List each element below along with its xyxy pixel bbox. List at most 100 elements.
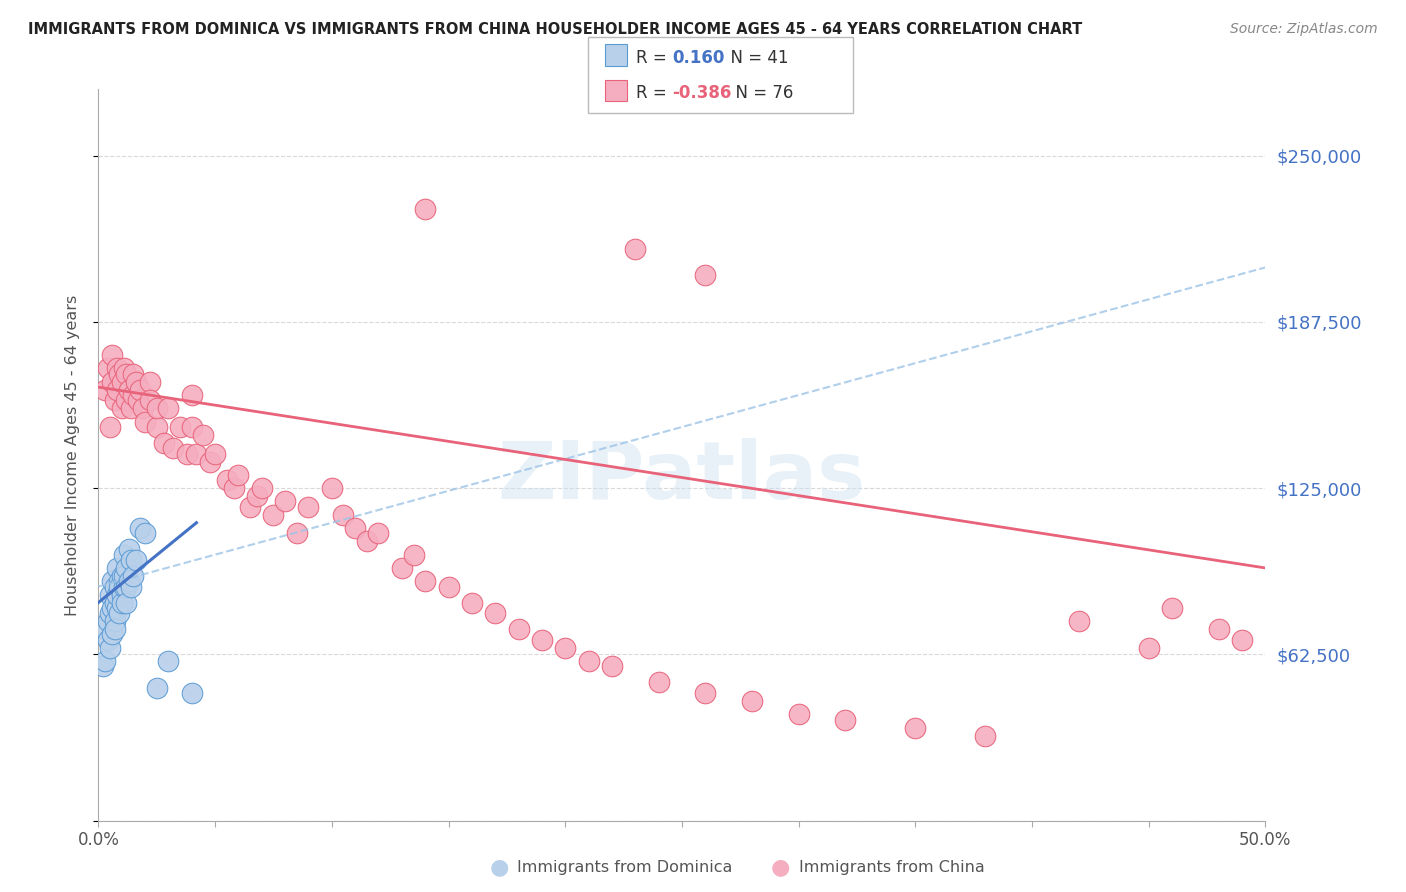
Point (105, 588, 128, 602)
Point (741, 694, 763, 708)
Point (437, 580, 460, 594)
Point (112, 580, 135, 594)
Point (344, 521, 367, 535)
Point (1208, 622, 1230, 636)
Point (1230, 632, 1253, 647)
Point (105, 561, 128, 575)
Point (508, 622, 530, 636)
Point (112, 548, 135, 562)
Point (413, 202, 436, 216)
Point (134, 415, 156, 429)
Point (1137, 640, 1160, 655)
Text: N = 41: N = 41 (720, 49, 789, 67)
Point (974, 729, 997, 743)
Text: Immigrants from Dominica: Immigrants from Dominica (517, 860, 733, 874)
Point (111, 595, 134, 609)
Text: ●: ● (489, 857, 509, 877)
Point (101, 375, 124, 389)
Point (97, 632, 120, 647)
Point (695, 268, 717, 283)
Point (262, 508, 284, 522)
Point (146, 681, 169, 695)
Point (132, 401, 155, 416)
Point (111, 588, 134, 602)
Text: R =: R = (636, 49, 672, 67)
Point (118, 574, 141, 589)
Y-axis label: Householder Income Ages 45 - 64 years: Householder Income Ages 45 - 64 years (65, 294, 80, 615)
Point (122, 388, 145, 402)
Point (904, 721, 927, 735)
Point (228, 467, 250, 482)
Text: ●: ● (770, 857, 790, 877)
Point (97, 614, 120, 628)
Point (112, 361, 135, 376)
Point (1067, 614, 1090, 628)
Point (122, 367, 145, 381)
Point (127, 393, 149, 408)
Point (125, 553, 148, 567)
Point (120, 553, 142, 567)
Point (647, 675, 669, 690)
Point (115, 580, 138, 594)
Point (204, 447, 226, 461)
Point (115, 393, 138, 408)
Text: ZIPatlas: ZIPatlas (498, 438, 866, 516)
Point (186, 447, 208, 461)
Point (98, 420, 121, 434)
Text: R =: R = (636, 84, 672, 102)
Point (250, 481, 273, 495)
Point (108, 580, 131, 594)
Point (94, 654, 117, 668)
Point (125, 375, 148, 389)
Point (118, 383, 141, 397)
Point (139, 375, 162, 389)
Point (484, 606, 506, 620)
Point (215, 473, 238, 487)
Point (94, 383, 117, 397)
Point (104, 595, 127, 609)
Point (101, 627, 124, 641)
Point (200, 454, 222, 468)
Point (356, 534, 378, 549)
Point (104, 622, 127, 636)
Point (91, 659, 114, 673)
Point (1161, 600, 1184, 615)
Point (554, 640, 576, 655)
Point (105, 383, 128, 397)
Text: Source: ZipAtlas.com: Source: ZipAtlas.com (1230, 22, 1378, 37)
Text: Immigrants from China: Immigrants from China (799, 860, 984, 874)
Point (98, 588, 121, 602)
Point (101, 600, 124, 615)
Point (157, 654, 180, 668)
Text: 0.160: 0.160 (672, 49, 724, 67)
Text: N = 76: N = 76 (725, 84, 794, 102)
Point (111, 375, 134, 389)
Point (193, 428, 215, 442)
Point (321, 481, 343, 495)
Point (367, 526, 389, 541)
Point (129, 521, 152, 535)
Point (98, 606, 121, 620)
Point (157, 401, 180, 416)
Point (239, 500, 262, 514)
Point (105, 361, 128, 376)
Point (169, 420, 191, 434)
Point (112, 569, 135, 583)
Point (624, 242, 647, 256)
Point (139, 393, 162, 408)
Point (94, 622, 117, 636)
Point (115, 367, 138, 381)
Text: IMMIGRANTS FROM DOMINICA VS IMMIGRANTS FROM CHINA HOUSEHOLDER INCOME AGES 45 - 6: IMMIGRANTS FROM DOMINICA VS IMMIGRANTS F… (28, 22, 1083, 37)
Point (834, 713, 856, 727)
Point (600, 659, 623, 673)
Point (180, 420, 202, 434)
Point (787, 707, 810, 722)
Point (108, 574, 131, 589)
Point (413, 574, 436, 589)
Point (180, 686, 202, 700)
Point (146, 401, 169, 416)
Point (105, 600, 128, 615)
Point (134, 526, 156, 541)
Point (152, 436, 174, 450)
Point (122, 569, 145, 583)
